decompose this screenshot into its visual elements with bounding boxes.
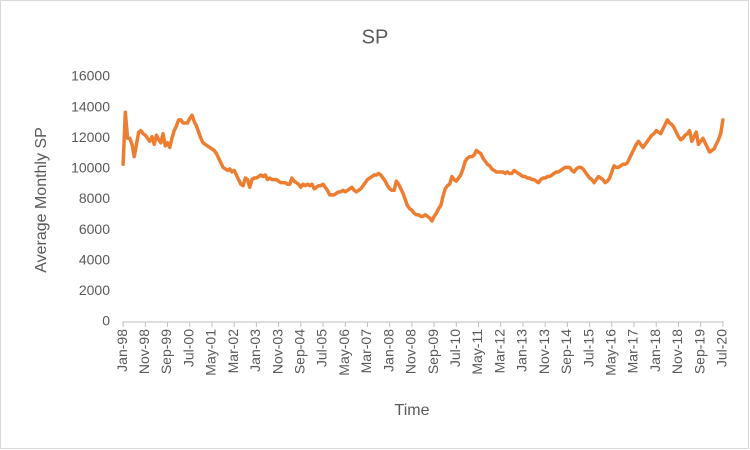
x-tick-label: Jan-03: [247, 329, 263, 372]
x-tick-label: Nov-18: [669, 329, 685, 374]
y-tick-label: 16000: [71, 68, 110, 84]
x-tick-label: Nov-08: [403, 329, 419, 374]
x-tick-label: Mar-07: [358, 329, 374, 374]
y-tick-label: 10000: [71, 160, 110, 176]
y-axis-label: Average Monthly SP: [33, 127, 50, 273]
x-tick-label: Jan-98: [114, 329, 130, 372]
x-tick-label: Mar-12: [491, 329, 507, 374]
y-tick-label: 4000: [79, 251, 110, 267]
y-tick-label: 12000: [71, 129, 110, 145]
x-tick-label: Jan-08: [380, 329, 396, 372]
x-tick-label: Sep-99: [158, 329, 174, 374]
x-tick-label: Sep-04: [292, 329, 308, 374]
x-tick-label: Mar-02: [225, 329, 241, 374]
x-tick-label: May-16: [603, 329, 619, 376]
x-tick-label: Jul-10: [447, 329, 463, 367]
y-tick-label: 14000: [71, 98, 110, 114]
x-tick-label: May-11: [469, 329, 485, 375]
y-tick-label: 8000: [79, 190, 110, 206]
x-tick-label: Jul-00: [180, 329, 196, 367]
x-tick-label: Nov-03: [269, 329, 285, 374]
x-tick-label: Sep-09: [425, 329, 441, 374]
x-tick-label: Sep-19: [691, 329, 707, 374]
x-tick-label: Jan-18: [647, 329, 663, 372]
x-tick-label: May-01: [203, 329, 219, 376]
x-tick-label: Jul-05: [314, 329, 330, 367]
x-tick-label: Nov-98: [136, 329, 152, 374]
y-tick-label: 0: [102, 313, 110, 329]
y-tick-label: 2000: [79, 282, 110, 298]
y-tick-label: 6000: [79, 221, 110, 237]
chart-title: SP: [362, 26, 389, 48]
x-tick-label: Nov-13: [536, 329, 552, 374]
x-tick-label: Mar-17: [625, 329, 641, 374]
data-line: [121, 110, 725, 223]
x-tick-label: Jul-20: [714, 329, 730, 367]
x-tick-label: Jul-15: [580, 329, 596, 367]
x-axis-label: Time: [395, 402, 430, 419]
x-tick-label: Sep-14: [558, 329, 574, 374]
x-tick-label: May-06: [336, 329, 352, 376]
x-tick-label: Jan-13: [514, 329, 530, 372]
